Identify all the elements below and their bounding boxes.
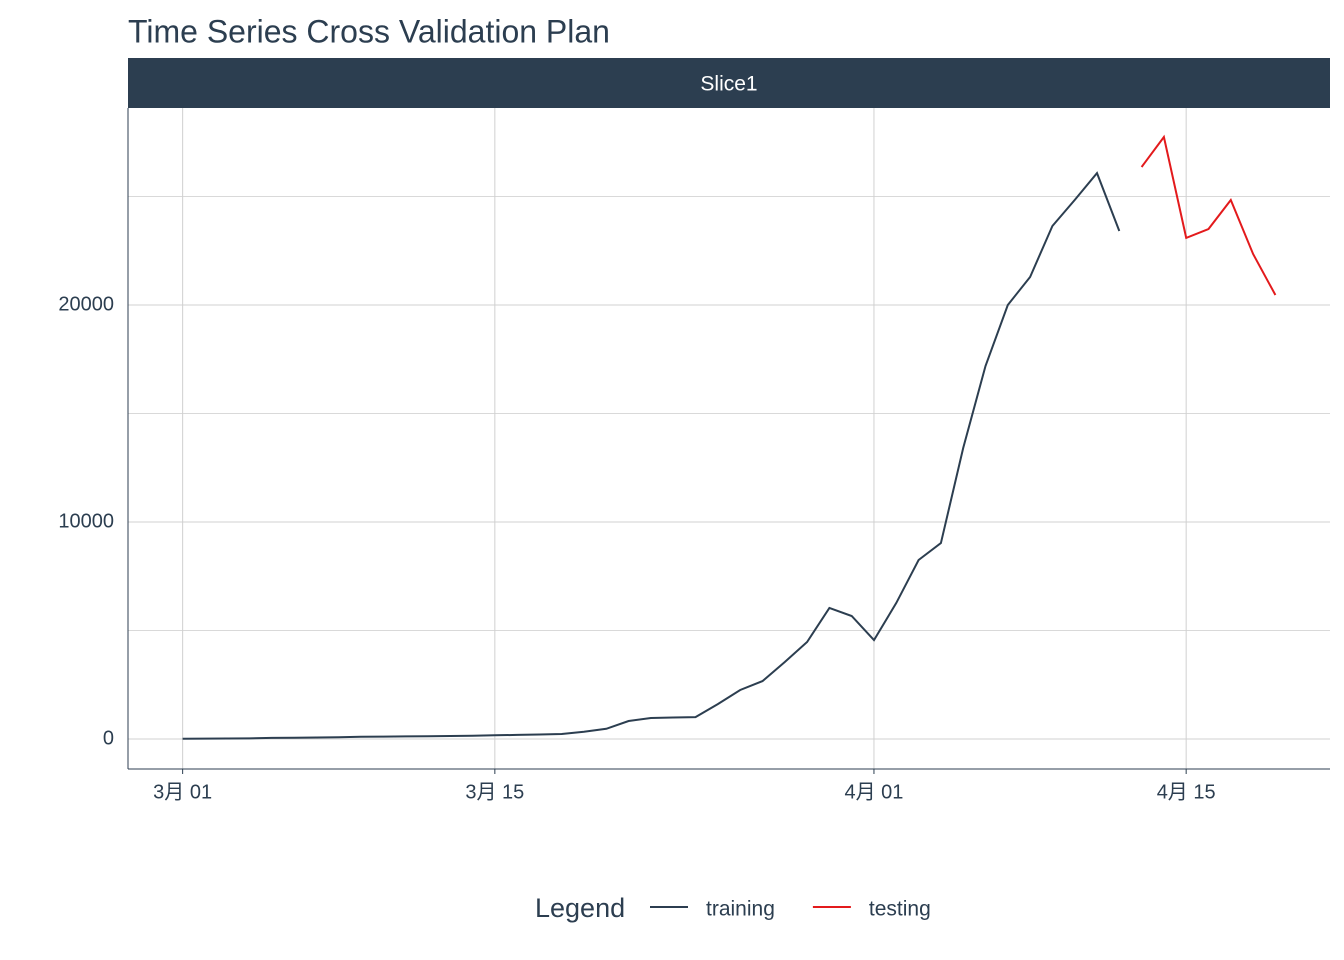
y-tick-label: 10000 xyxy=(58,510,114,532)
x-tick-label: 3月 01 xyxy=(153,781,212,803)
series-line xyxy=(182,171,1121,740)
legend-label: training xyxy=(706,898,775,921)
legend-label: testing xyxy=(869,898,931,921)
legend-title: Legend xyxy=(535,893,625,923)
x-tick-label: 4月 01 xyxy=(844,781,903,803)
y-tick-label: 20000 xyxy=(58,293,114,315)
y-tick-label: 0 xyxy=(103,727,114,749)
facet-strip xyxy=(128,58,1330,108)
series-line xyxy=(1140,134,1277,296)
x-tick-label: 3月 15 xyxy=(465,781,524,803)
facet-label: Slice1 xyxy=(700,73,757,96)
chart-title: Time Series Cross Validation Plan xyxy=(128,13,610,49)
x-tick-label: 4月 15 xyxy=(1157,781,1216,803)
